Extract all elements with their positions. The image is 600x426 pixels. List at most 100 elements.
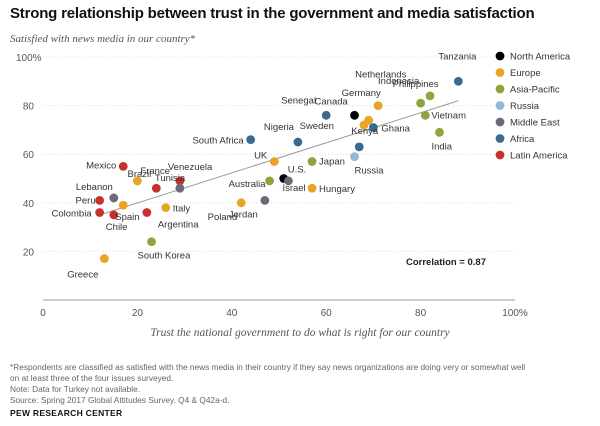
point-label: Italy: [173, 204, 191, 215]
point-label: Jordan: [229, 209, 258, 220]
data-point: [175, 183, 185, 193]
data-point: [142, 208, 152, 217]
point-label: Venezuela: [168, 162, 213, 173]
data-point: [147, 237, 156, 247]
footnote-line: *Respondents are classified as satisfied…: [10, 362, 526, 372]
point-label: Russia: [355, 166, 385, 177]
x-axis-label: Trust the national government to do what…: [150, 327, 450, 339]
point-label: Philippines: [393, 79, 439, 90]
data-point: [354, 142, 364, 152]
footnote-line: on at least three of the four issues sur…: [10, 373, 174, 383]
point-label: Ghana: [381, 123, 410, 134]
point-label: Australia: [229, 179, 267, 190]
data-point: [420, 110, 430, 120]
data-point: [269, 157, 279, 166]
legend-swatch: [495, 117, 505, 127]
point-label: Netherlands: [355, 70, 406, 81]
point-label: Spain: [115, 212, 139, 223]
data-point: [284, 176, 293, 186]
data-point: [99, 254, 109, 264]
x-tick-label: 60: [321, 308, 333, 319]
x-tick-label: 40: [226, 308, 238, 319]
point-label: South Korea: [138, 251, 192, 262]
y-axis-label: Satisfied with news media in our country…: [10, 33, 196, 45]
data-point: [109, 193, 119, 203]
data-points: [95, 76, 463, 264]
point-label: Tanzania: [438, 51, 477, 62]
correlation-annotation: Correlation = 0.87: [406, 257, 486, 268]
point-label: Germany: [342, 88, 381, 99]
y-tick-labels: 20 40 60 80 100%: [16, 53, 42, 258]
point-label: Senegal: [281, 95, 316, 106]
point-label: France: [140, 166, 170, 177]
data-point: [265, 176, 274, 186]
data-point: [373, 101, 383, 110]
y-tick-label: 60: [23, 150, 35, 161]
chart-title: Strong relationship between trust in the…: [10, 5, 535, 22]
point-label: South Africa: [192, 136, 244, 147]
point-label: Israel: [282, 183, 305, 194]
point-label: Japan: [319, 156, 345, 167]
data-point: [307, 183, 317, 193]
point-label: Hungary: [319, 184, 355, 195]
data-point: [246, 135, 256, 145]
data-point: [95, 208, 105, 217]
point-label: UK: [254, 150, 268, 161]
point-label: U.S.: [288, 165, 306, 176]
point-label: Peru: [76, 195, 96, 206]
data-point: [236, 198, 246, 208]
note-line: Note: Data for Turkey not available.: [10, 384, 141, 394]
x-tick-labels: 0 20 40 60 80 100%: [40, 308, 528, 319]
point-label: Colombia: [51, 209, 92, 220]
data-point: [118, 161, 128, 171]
trendline: [99, 100, 459, 216]
data-point: [118, 200, 128, 210]
point-label: Vietnam: [431, 110, 466, 121]
data-point: [453, 76, 463, 86]
x-tick-label: 20: [132, 308, 144, 319]
legend-label: Asia-Pacific: [510, 85, 560, 96]
legend-swatch: [495, 51, 505, 61]
legend-label: Africa: [510, 134, 535, 145]
source-organization: PEW RESEARCH CENTER: [10, 408, 123, 418]
y-tick-label: 20: [23, 247, 35, 258]
point-label: Brazil: [128, 169, 152, 180]
data-point: [293, 137, 303, 147]
point-label: Canada: [315, 96, 349, 107]
data-point: [307, 157, 317, 166]
data-point: [435, 127, 444, 137]
data-point: [95, 195, 105, 205]
data-point: [161, 203, 171, 213]
legend: North America Europe Asia-Pacific Russia Mid…: [495, 51, 571, 162]
source-line: Source: Spring 2017 Global Attitudes Sur…: [10, 395, 230, 405]
legend-label: North America: [510, 52, 571, 63]
legend-label: Latin America: [510, 151, 568, 162]
y-tick-label: 100%: [16, 53, 42, 64]
legend-swatch: [495, 134, 505, 143]
x-tick-label: 0: [40, 308, 46, 319]
y-tick-label: 80: [23, 102, 35, 113]
data-point: [359, 120, 369, 130]
legend-label: Europe: [510, 68, 541, 79]
x-tick-label: 100%: [502, 308, 528, 319]
data-point: [425, 91, 435, 101]
point-label: Lebanon: [76, 182, 113, 193]
data-point: [109, 210, 119, 220]
point-label: Tunisia: [155, 173, 186, 184]
legend-label: Russia: [510, 101, 540, 112]
point-label: Poland: [208, 212, 238, 223]
legend-swatch: [495, 84, 505, 94]
data-point: [350, 110, 359, 120]
point-label: Nigeria: [264, 122, 295, 133]
data-point: [350, 152, 359, 162]
legend-label: Middle East: [510, 118, 560, 129]
legend-swatch: [495, 68, 505, 77]
data-point: [175, 176, 185, 186]
point-label: Kenya: [351, 126, 379, 137]
point-label: Greece: [67, 270, 98, 281]
data-point: [151, 183, 161, 193]
point-label: Mexico: [86, 160, 116, 171]
x-tick-label: 80: [415, 308, 427, 319]
point-label: India: [431, 141, 452, 152]
